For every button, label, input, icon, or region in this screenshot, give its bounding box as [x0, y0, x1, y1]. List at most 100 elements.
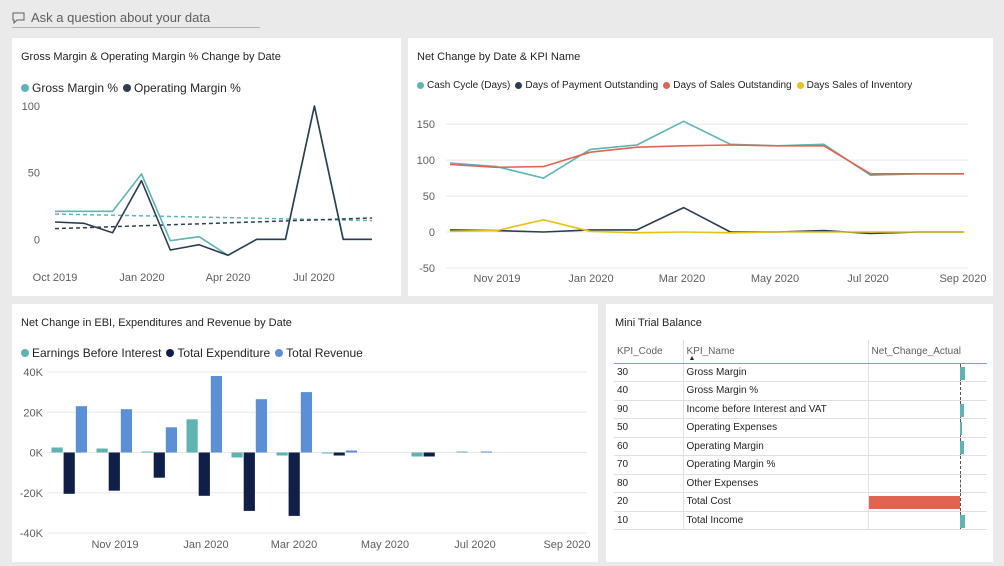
bar-earnings-before-interest — [231, 452, 243, 458]
y-tick-label: -40K — [20, 528, 44, 540]
qa-search-bar[interactable]: Ask a question about your data — [12, 8, 260, 28]
legend-item-days-of-payment-outstanding[interactable]: Days of Payment Outstanding — [515, 80, 658, 91]
column-header-code[interactable]: KPI_Code — [614, 340, 683, 364]
net-change-cell — [867, 511, 987, 530]
legend-item-days-of-sales-outstanding[interactable]: Days of Sales Outstanding — [663, 80, 792, 91]
table-row[interactable]: 90 Income before Interest and VAT — [614, 400, 987, 419]
kpi-code-cell: 70 — [614, 455, 683, 475]
y-tick-label: 0 — [429, 227, 435, 239]
bar-total-revenue — [480, 451, 492, 453]
bar-earnings-before-interest — [96, 448, 108, 453]
margin-chart: 100 50 0 Oct 2019 Jan 2020 Apr 2020 Jul 2020 — [22, 101, 373, 284]
kpi-chart: 150 100 50 0 -50 Nov 2019 Jan 2020 Mar 2020 May … — [417, 119, 987, 285]
net-change-cell — [867, 492, 987, 512]
kpi-chart-tile[interactable]: Net Change by Date & KPI Name Cash Cycle… — [408, 38, 993, 296]
margin-chart-tile[interactable]: Gross Margin & Operating Margin % Change… — [12, 38, 401, 296]
kpi-name-cell: Gross Margin % — [682, 381, 868, 401]
legend-label: Cash Cycle (Days) — [427, 80, 511, 91]
x-tick-label: Jul 2020 — [293, 272, 335, 284]
legend-item-gross-margin[interactable]: Gross Margin % — [21, 81, 118, 95]
table-row[interactable]: 10 Total Income — [614, 511, 987, 530]
sort-ascending-icon: ▲ — [688, 354, 696, 362]
zero-axis-line — [959, 474, 961, 492]
net-change-cell — [867, 455, 987, 475]
chat-bubble-icon — [12, 12, 25, 24]
bar-total-revenue — [345, 450, 357, 453]
legend-item-days-sales-of-inventory[interactable]: Days Sales of Inventory — [796, 80, 912, 91]
column-header-name[interactable]: KPI_Name ▲ — [682, 340, 868, 364]
legend-label: Days of Sales Outstanding — [673, 80, 792, 91]
x-tick-label: May 2020 — [361, 539, 409, 551]
legend-item-cash-cycle-days[interactable]: Cash Cycle (Days) — [417, 80, 510, 91]
kpi-code-cell: 30 — [614, 363, 683, 382]
column-header-value[interactable]: Net_Change_Actual — [867, 340, 987, 364]
zero-axis-line — [959, 456, 961, 474]
x-tick-label: May 2020 — [751, 273, 799, 285]
legend-dot-icon — [21, 349, 29, 357]
legend-dot-icon — [417, 82, 424, 89]
table-row[interactable]: 70 Operating Margin % — [614, 455, 987, 475]
x-tick-label: Oct 2019 — [33, 272, 78, 284]
table-row[interactable]: 50 Operating Expenses — [614, 418, 987, 438]
legend-dot-icon — [515, 82, 523, 89]
x-tick-label: Nov 2019 — [473, 273, 520, 285]
data-bar — [959, 440, 964, 454]
table-row[interactable]: 80 Other Expenses — [614, 474, 987, 493]
kpi-name-cell: Income before Interest and VAT — [682, 400, 868, 419]
kpi-code-cell: 40 — [614, 381, 683, 401]
table-row[interactable]: 30 Gross Margin — [614, 363, 987, 382]
net-change-cell — [867, 400, 987, 419]
legend-label: Earnings Before Interest — [32, 346, 162, 360]
legend-label: Total Revenue — [286, 346, 363, 360]
bar-total-expenditure — [333, 452, 345, 456]
bar-total-expenditure — [63, 452, 75, 494]
ebi-chart-tile[interactable]: Net Change in EBI, Expenditures and Reve… — [12, 304, 598, 562]
net-change-cell — [867, 474, 987, 493]
table-title: Mini Trial Balance — [615, 317, 702, 329]
bar-earnings-before-interest — [456, 451, 468, 453]
bar-total-revenue — [75, 406, 87, 453]
legend-item-earnings-before-interest[interactable]: Earnings Before Interest — [21, 346, 161, 360]
legend-dot-icon — [275, 349, 284, 357]
legend-dot-icon — [796, 82, 804, 89]
y-tick-label: 20K — [23, 407, 43, 419]
trendline-operating-margin — [54, 217, 373, 230]
qa-placeholder: Ask a question about your data — [31, 10, 211, 25]
y-tick-label: 0 — [34, 234, 40, 246]
y-tick-label: 50 — [423, 191, 435, 203]
bar-earnings-before-interest — [321, 452, 333, 454]
trendline-gross-margin — [54, 213, 373, 222]
table-row[interactable]: 20 Total Cost — [614, 492, 987, 512]
x-tick-label: Nov 2019 — [91, 539, 138, 551]
legend-item-total-revenue[interactable]: Total Revenue — [275, 346, 363, 360]
kpi-code-cell: 10 — [614, 511, 683, 530]
kpi-code-cell: 90 — [614, 400, 683, 419]
data-bar — [959, 366, 966, 380]
x-tick-label: Apr 2020 — [206, 272, 251, 284]
net-change-cell — [867, 363, 987, 382]
kpi-name-cell: Operating Expenses — [682, 418, 868, 438]
bar-total-revenue — [165, 427, 177, 453]
kpi-name-cell: Operating Margin — [682, 437, 868, 456]
chart-title: Gross Margin & Operating Margin % Change… — [21, 51, 281, 63]
kpi-code-cell: 20 — [614, 492, 683, 512]
y-tick-label: 40K — [23, 367, 43, 379]
x-tick-label: Jul 2020 — [847, 273, 889, 285]
legend-label: Gross Margin % — [32, 81, 119, 95]
kpi-name-cell: Total Income — [682, 511, 868, 530]
legend-item-operating-margin[interactable]: Operating Margin % — [123, 81, 241, 95]
bar-total-expenditure — [198, 452, 210, 496]
bar-total-expenditure — [423, 452, 435, 457]
table-row[interactable]: 40 Gross Margin % — [614, 381, 987, 401]
y-tick-label: -50 — [419, 263, 435, 275]
legend-item-total-expenditure[interactable]: Total Expenditure — [166, 346, 270, 360]
bar-total-revenue — [255, 399, 267, 453]
legend-dot-icon — [21, 84, 29, 92]
bar-total-expenditure — [153, 452, 165, 478]
table-row[interactable]: 60 Operating Margin — [614, 437, 987, 456]
net-change-cell — [867, 437, 987, 456]
trial-balance-tile[interactable]: Mini Trial Balance KPI_Code KPI_Name ▲ Ne… — [606, 304, 993, 562]
series-line-days-of-payment-outstanding — [449, 206, 964, 235]
x-tick-label: Sep 2020 — [543, 539, 590, 551]
chart-title: Net Change by Date & KPI Name — [417, 51, 581, 63]
